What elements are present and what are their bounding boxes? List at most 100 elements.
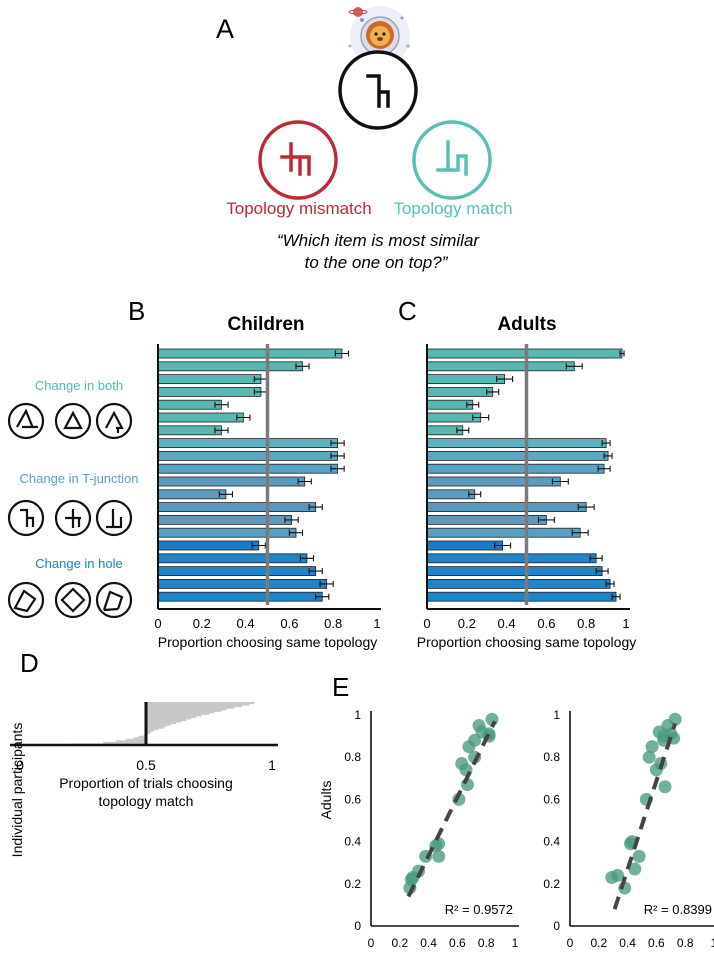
error-bar: [486, 388, 500, 395]
data-point: [468, 733, 482, 747]
bar: [426, 348, 623, 359]
error-bar: [315, 593, 330, 600]
panel-e-letter: E: [332, 672, 349, 702]
x-tick-label: 0.4: [498, 616, 516, 631]
participant-bar: [146, 721, 177, 725]
bar: [426, 438, 607, 449]
x-tick-label: 0: [16, 757, 24, 773]
participant-bar: [146, 712, 209, 715]
children-bar-chart: 0 0.2 0.4 0.6 0.8 1 Proportion choosing same t…: [154, 344, 381, 650]
bar: [157, 515, 292, 525]
bar: [157, 438, 338, 449]
x-tick-label: 0.8: [677, 936, 694, 950]
bar: [157, 399, 222, 410]
panel-c-letter: C: [398, 296, 417, 326]
panel-a-letter: A: [216, 14, 234, 44]
legend-change-tjunction: Change in T-junction: [19, 471, 138, 486]
y-tick-label: 0: [553, 919, 560, 933]
x-tick-label: 0.5: [136, 757, 156, 773]
error-bar: [494, 542, 512, 549]
participant-bar: [133, 737, 146, 740]
bar: [157, 348, 343, 359]
error-bar: [214, 427, 229, 434]
participant-bar: [146, 728, 159, 731]
error-bar: [288, 529, 304, 536]
bar: [426, 463, 605, 474]
change-both-shapes: [7, 402, 133, 440]
bar: [426, 386, 494, 397]
x-tick-label: 1: [268, 757, 276, 773]
error-bar: [601, 440, 611, 447]
x-tick-label: 0.6: [449, 936, 466, 950]
trend-line: [406, 720, 497, 898]
bar: [426, 591, 617, 602]
topology-match-item: [412, 120, 492, 200]
participant-bar: [146, 714, 202, 717]
error-bar: [295, 363, 310, 370]
question-line-2: to the one on top?”: [305, 253, 449, 272]
participant-bar: [125, 738, 146, 741]
participant-bar: [146, 729, 154, 732]
error-bar: [565, 363, 583, 370]
y-tick-label: 0.4: [543, 835, 560, 849]
data-point: [642, 750, 656, 764]
legend-change-hole: Change in hole: [35, 556, 122, 571]
x-tick-label: 0.2: [590, 936, 607, 950]
bar: [426, 450, 609, 461]
data-point: [432, 837, 446, 851]
x-tick-label: 0: [567, 936, 574, 950]
participant-bar: [146, 717, 192, 720]
participant-bar: [146, 703, 250, 706]
participant-bar: [146, 705, 242, 708]
error-bar: [496, 376, 514, 383]
error-bar: [551, 478, 569, 485]
adults-chart-title: Adults: [497, 314, 556, 335]
x-tick-label: 1: [622, 616, 629, 631]
bar: [157, 425, 222, 436]
data-point: [432, 849, 446, 863]
panel-b-letter: B: [128, 296, 145, 326]
y-tick-label: 0.6: [344, 792, 361, 806]
error-bar: [330, 452, 345, 459]
error-bar: [308, 504, 323, 511]
bar: [426, 527, 581, 538]
x-tick-label: 0.4: [237, 616, 255, 631]
match-label: Topology match: [393, 199, 512, 218]
data-point: [628, 862, 642, 876]
x-tick-label: 0.6: [280, 616, 298, 631]
bar: [157, 386, 262, 397]
error-bar: [603, 452, 613, 459]
participant-bar: [115, 740, 146, 743]
x-axis-label-line-1: Proportion of trials choosing: [59, 775, 233, 791]
bar: [426, 374, 506, 385]
participant-bar: [146, 706, 235, 709]
panel-d-letter: D: [20, 648, 39, 678]
x-tick-label: 0.6: [648, 936, 665, 950]
error-bar: [299, 555, 315, 562]
legend-change-both: Change in both: [35, 378, 123, 393]
bar: [426, 489, 476, 500]
x-axis-label: Proportion choosing same topology: [158, 634, 377, 650]
bar: [157, 476, 306, 487]
error-bar: [589, 555, 603, 562]
error-bar: [611, 593, 621, 600]
bar: [157, 553, 308, 564]
error-bar: [597, 465, 611, 472]
error-bar: [319, 580, 334, 587]
bar: [157, 361, 303, 372]
error-bar: [537, 516, 555, 523]
x-axis-label-line-2: topology match: [99, 793, 194, 809]
r-squared-label: R² = 0.8399: [644, 902, 712, 917]
error-bar: [468, 491, 482, 498]
bar: [426, 515, 547, 525]
x-tick-label: 0.2: [193, 616, 211, 631]
error-bar: [284, 516, 299, 523]
data-point: [658, 780, 672, 794]
y-axis-label: Individual participants: [9, 723, 25, 858]
bar: [426, 540, 504, 551]
data-point: [611, 868, 625, 882]
participant-bar: [146, 708, 227, 711]
